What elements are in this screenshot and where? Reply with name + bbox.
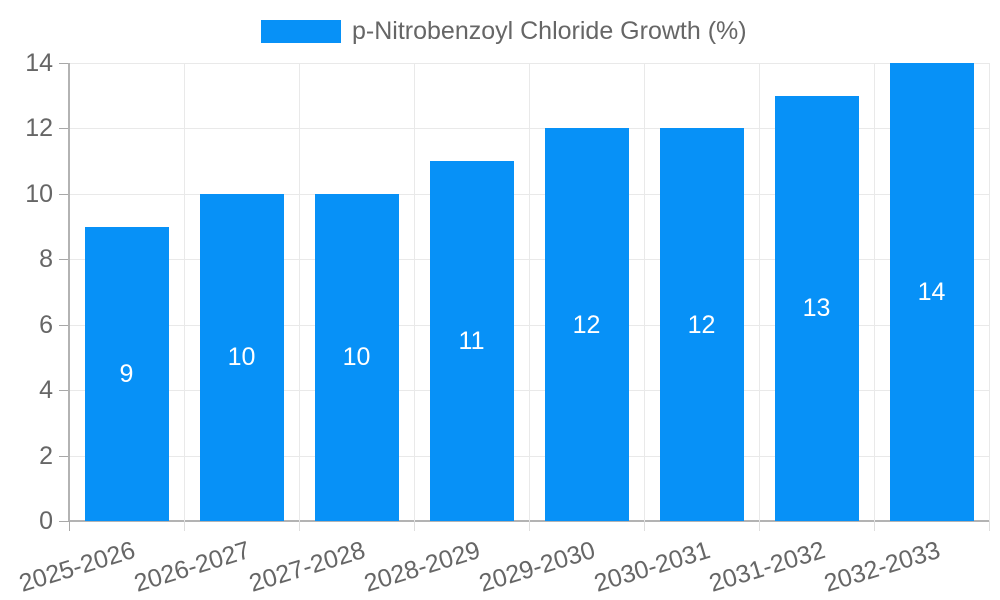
bar-value-label: 10 (342, 343, 371, 372)
y-tick (59, 128, 69, 130)
x-tick-label: 2029-2030 (475, 536, 599, 598)
bar-value-label: 9 (119, 359, 134, 388)
x-tick (414, 521, 415, 531)
y-tick-label: 2 (39, 441, 53, 470)
y-tick-label: 10 (25, 179, 53, 208)
y-tick (59, 455, 69, 457)
y-tick (59, 193, 69, 195)
bar-value-label: 11 (458, 327, 485, 356)
y-axis-line (68, 63, 70, 521)
x-tick-label: 2027-2028 (245, 536, 369, 598)
bar-value-label: 14 (917, 278, 946, 306)
x-gridline (184, 63, 185, 521)
y-tick-label: 8 (39, 245, 53, 274)
x-gridline (759, 63, 760, 521)
y-tick-label: 4 (39, 376, 53, 405)
x-tick-label: 2026-2027 (130, 536, 254, 598)
y-tick-label: 6 (39, 310, 53, 339)
x-gridline (874, 63, 875, 521)
bar[interactable] (84, 226, 169, 521)
x-tick (759, 521, 760, 531)
y-tick-label: 0 (39, 507, 53, 535)
bar[interactable] (544, 128, 629, 521)
x-gridline (529, 63, 530, 521)
legend-swatch (261, 20, 341, 43)
legend[interactable]: p-Nitrobenzoyl Chloride Growth (%) (261, 19, 747, 44)
bar-value-label: 12 (572, 310, 601, 339)
bar-value-label: 10 (227, 343, 256, 372)
x-gridline (299, 63, 300, 521)
bar[interactable] (889, 63, 974, 521)
bar[interactable] (314, 193, 399, 521)
bar[interactable] (429, 161, 514, 521)
y-tick (59, 521, 69, 522)
bar-value-label: 13 (802, 294, 831, 323)
bar[interactable] (199, 193, 284, 521)
x-gridline (414, 63, 415, 521)
x-tick-label: 2032-2033 (820, 536, 944, 598)
x-tick (529, 521, 530, 531)
x-tick (874, 521, 875, 531)
y-tick (59, 390, 69, 392)
x-tick-label: 2030-2031 (590, 536, 714, 598)
y-tick (59, 259, 69, 261)
y-tick-label: 14 (25, 49, 53, 77)
bar[interactable] (774, 95, 859, 521)
x-tick-label: 2025-2026 (15, 536, 139, 598)
y-tick (59, 324, 69, 326)
x-tick-label: 2031-2032 (705, 536, 829, 598)
x-gridline (989, 63, 990, 521)
x-tick (644, 521, 645, 531)
x-tick-label: 2028-2029 (360, 536, 484, 598)
legend-label: p-Nitrobenzoyl Chloride Growth (%) (352, 17, 747, 45)
y-tick (59, 63, 69, 64)
x-tick (989, 521, 990, 531)
bar-value-label: 12 (687, 310, 716, 339)
x-tick (184, 521, 185, 531)
x-tick (299, 521, 300, 531)
y-tick-label: 12 (25, 114, 53, 143)
x-tick (69, 521, 70, 531)
x-gridline (644, 63, 645, 521)
bar[interactable] (659, 128, 744, 521)
